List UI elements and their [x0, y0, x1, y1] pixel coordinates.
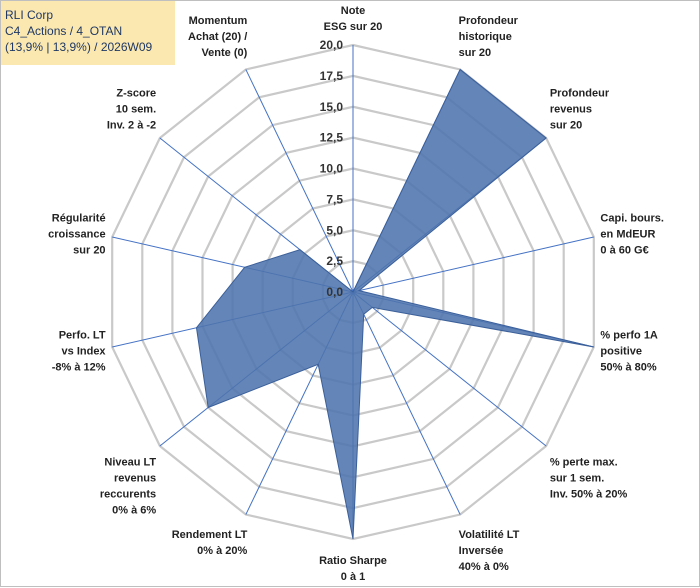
axis-label: Note ESG sur 20	[324, 5, 383, 33]
axis-spoke	[352, 291, 547, 447]
tick-label: 5,0	[326, 223, 343, 237]
series-area	[195, 68, 594, 540]
tick-label: 15,0	[320, 100, 344, 114]
axis-label: Profondeur revenus sur 20	[550, 88, 610, 132]
tick-label: 2,5	[326, 254, 343, 268]
tick-label: 12,5	[320, 131, 344, 145]
axis-label: Profondeur historique sur 20	[459, 15, 519, 59]
axis-label: Niveau LT revenus reccurents 0% à 6%	[100, 456, 157, 516]
axis-label: Momentum Achat (20) / Vente (0)	[188, 15, 248, 59]
axis-spoke	[352, 291, 461, 515]
tick-label: 17,5	[320, 69, 344, 83]
axis-label: Volatilité LT Inversée 40% à 0%	[459, 529, 520, 573]
tick-label: 10,0	[320, 162, 344, 176]
chart-title-company: RLI Corp	[5, 8, 54, 22]
axis-label: Rendement LT 0% à 20%	[172, 529, 248, 557]
chart-title-stats: (13,9% | 13,9%) / 2026W09	[5, 40, 153, 54]
axis-label: Régularité croissance sur 20	[48, 213, 105, 257]
axis-label: % perte max. sur 1 sem. Inv. 50% à 20%	[550, 456, 628, 500]
tick-label: 0,0	[326, 285, 343, 299]
axis-spoke	[245, 69, 354, 293]
axis-label: Perfo. LT vs Index -8% à 12%	[52, 329, 107, 373]
tick-label: 7,5	[326, 192, 343, 206]
axis-label: Ratio Sharpe 0 à 1	[319, 555, 387, 583]
axis-label: Capi. bours. en MdEUR 0 à 60 G€	[600, 213, 664, 257]
chart-title-category: C4_Actions / 4_OTAN	[5, 24, 123, 38]
tick-label: 20,0	[320, 38, 344, 52]
axis-label: Z-score 10 sem. Inv. 2 à -2	[107, 88, 156, 132]
axis-label: % perfo 1A positive 50% à 80%	[600, 329, 658, 373]
chart-title-box: RLI Corp C4_Actions / 4_OTAN (13,9% | 13…	[1, 1, 175, 65]
axis-spoke	[352, 236, 594, 293]
